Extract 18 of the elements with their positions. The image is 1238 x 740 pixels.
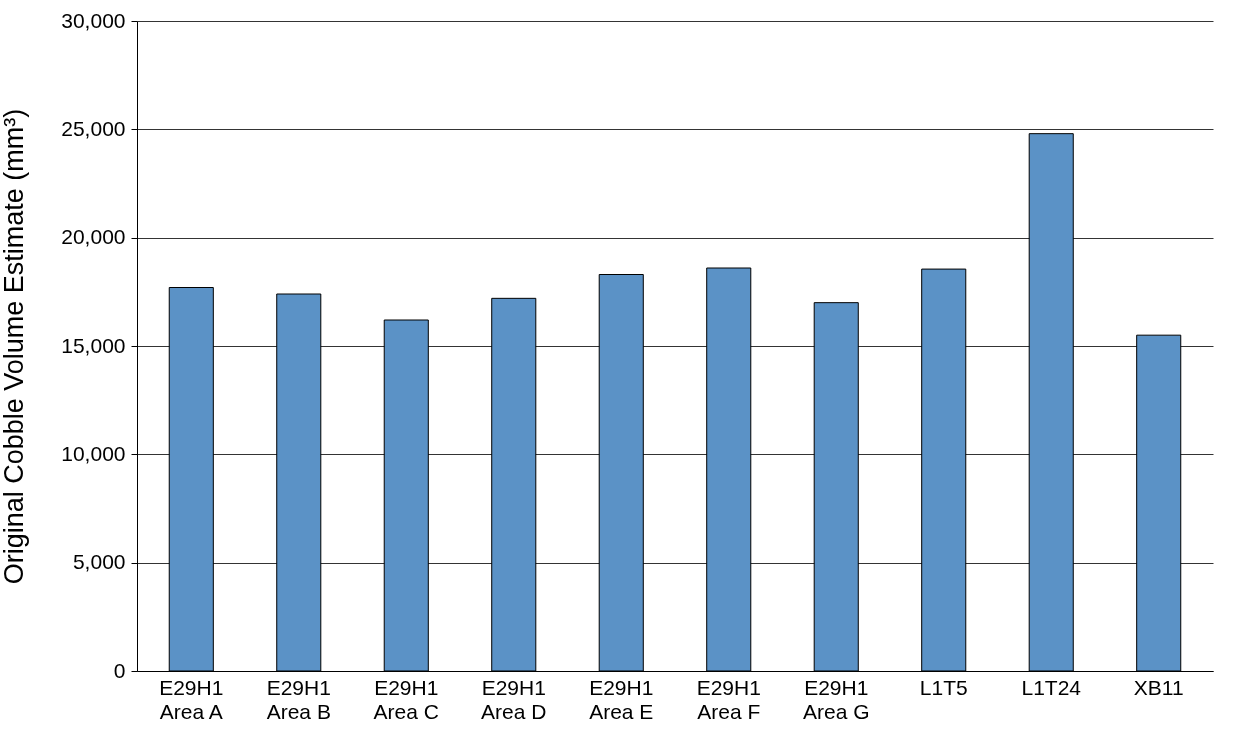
y-tick-label: 5,000: [72, 550, 126, 574]
x-tick-label: L1T5: [919, 675, 968, 699]
x-tick-label: E29H1 Area B: [266, 675, 331, 723]
x-tick-label: E29H1 Area D: [481, 675, 547, 723]
y-tick-label: 30,000: [61, 8, 126, 32]
x-tick-label: E29H1 Area E: [589, 675, 654, 723]
y-tick-label: 0: [113, 658, 126, 682]
y-tick-label: 10,000: [61, 441, 126, 465]
x-tick-label: E29H1 Area G: [802, 675, 870, 723]
y-axis-title: Original Cobble Volume Estimate (mm³): [0, 108, 30, 585]
y-tick-label: 15,000: [61, 333, 126, 357]
x-tick-label: XB11: [1133, 675, 1184, 699]
x-tick-label: E29H1 Area C: [373, 675, 439, 723]
y-tick-label: 20,000: [61, 225, 126, 249]
x-tick-label: E29H1 Area F: [696, 675, 761, 723]
y-tick-label: 25,000: [61, 116, 126, 140]
x-tick-label: E29H1 Area A: [159, 675, 224, 723]
x-tick-label: L1T24: [1021, 675, 1082, 699]
